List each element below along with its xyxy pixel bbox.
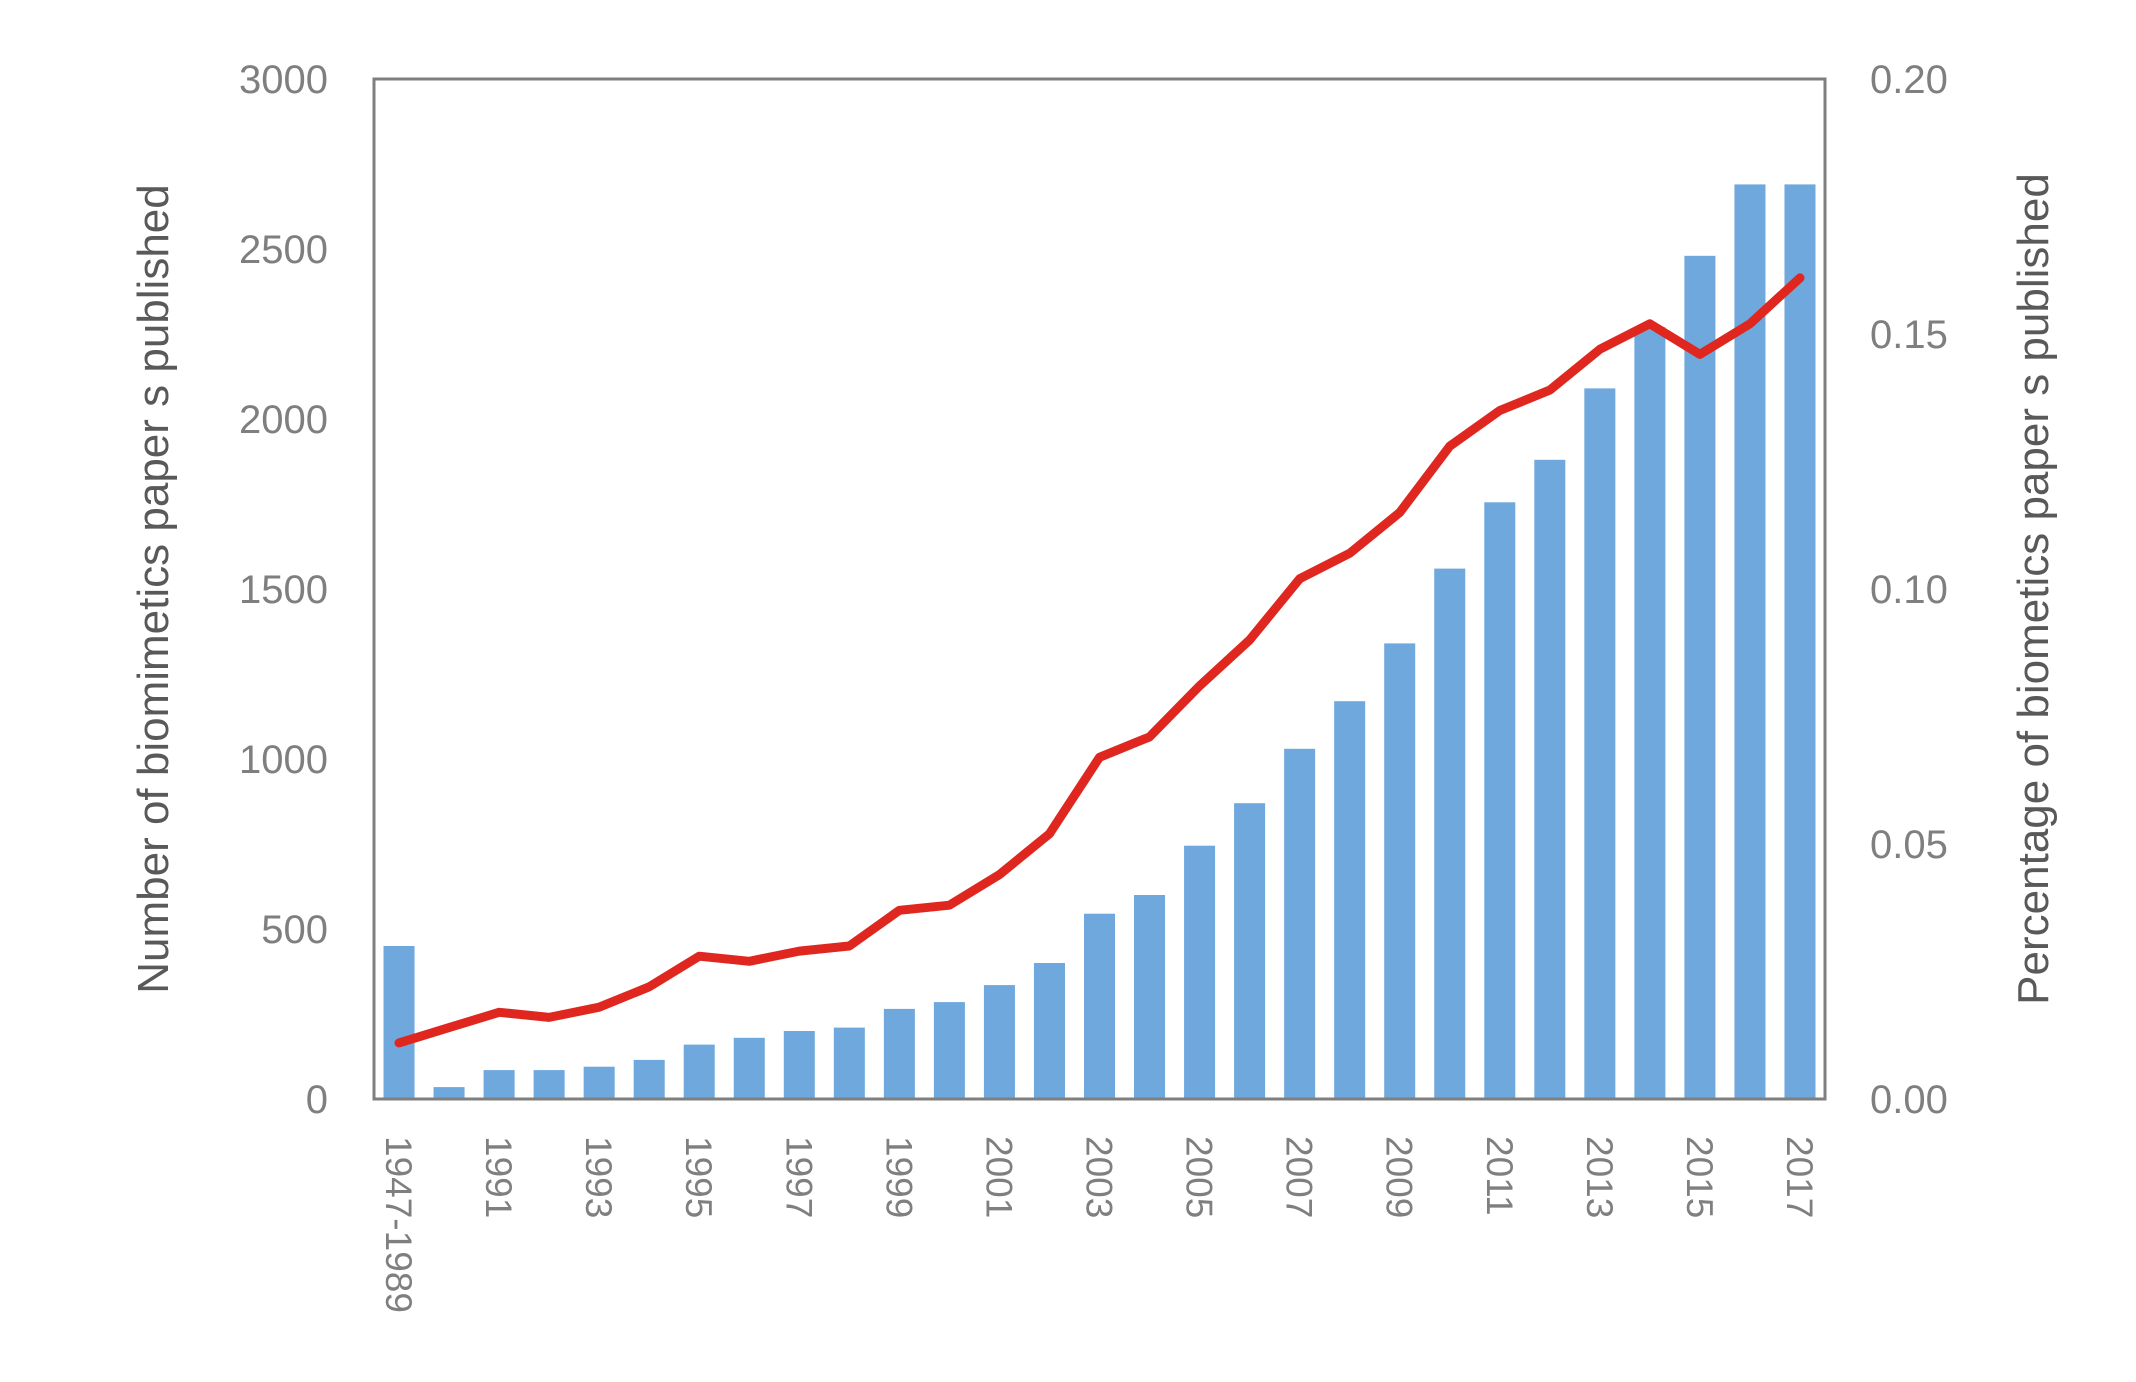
bar-1998 — [833, 1027, 865, 1099]
bar-2013 — [1584, 388, 1616, 1099]
bar-2007 — [1284, 748, 1316, 1099]
bar-1947-1989 — [383, 946, 415, 1099]
x-tick-label: 1999 — [878, 1136, 919, 1218]
bar-series — [383, 184, 1816, 1100]
bar-2005 — [1184, 845, 1216, 1099]
y2-tick-label: 0.00 — [1870, 1078, 1948, 1122]
bar-1994 — [633, 1059, 665, 1099]
bar-2011 — [1484, 502, 1516, 1099]
y-tick-label: 500 — [261, 908, 328, 952]
x-tick-label: 1995 — [678, 1136, 719, 1218]
x-tick-label: 2005 — [1179, 1136, 1220, 1218]
x-tick-label: 2001 — [978, 1136, 1019, 1218]
bar-2015 — [1684, 255, 1716, 1100]
bar-1999 — [883, 1008, 915, 1099]
x-tick-label: 1993 — [578, 1136, 619, 1218]
x-tick-label: 2009 — [1379, 1136, 1420, 1218]
bar-2016 — [1734, 184, 1766, 1099]
y2-tick-label: 0.10 — [1870, 568, 1948, 612]
y-tick-label: 0 — [306, 1078, 328, 1122]
y-tick-label: 2000 — [239, 398, 328, 442]
percentage-line — [394, 273, 1805, 1048]
x-tick-label: 1947-1989 — [378, 1136, 419, 1313]
y2-tick-label: 0.05 — [1870, 823, 1948, 867]
x-tick-label: 2013 — [1579, 1136, 1620, 1218]
bar-2006 — [1234, 803, 1266, 1099]
bar-2003 — [1083, 913, 1116, 1099]
left-axis-ticks: 0 500 1000 1500 2000 2500 3000 — [239, 58, 328, 1122]
bar-2012 — [1534, 459, 1566, 1099]
x-tick-label: 2011 — [1479, 1136, 1520, 1216]
bar-1996 — [733, 1037, 765, 1099]
bar-2010 — [1434, 568, 1466, 1099]
bar-1997 — [783, 1031, 815, 1099]
y2-tick-label: 0.20 — [1870, 58, 1948, 102]
bar-1990 — [433, 1087, 465, 1099]
bar-1993 — [583, 1066, 615, 1099]
bar-2001 — [983, 985, 1015, 1099]
right-axis-ticks: 0.00 0.05 0.10 0.15 0.20 — [1870, 58, 1948, 1122]
x-tick-label: 2007 — [1279, 1136, 1320, 1218]
bar-2017 — [1784, 184, 1816, 1099]
x-tick-label: 2003 — [1079, 1136, 1120, 1218]
y-tick-label: 3000 — [239, 58, 328, 102]
plot-frame — [372, 77, 1827, 1101]
bar-2014 — [1634, 327, 1666, 1099]
y-tick-label: 1000 — [239, 738, 328, 782]
category-axis-ticks: 1947-1989 1991 1993 1995 1997 1999 2001 2003 200… — [378, 1136, 1820, 1313]
bar-2008 — [1334, 701, 1366, 1099]
y-tick-label: 2500 — [239, 228, 328, 272]
x-tick-label: 2017 — [1779, 1136, 1820, 1218]
x-tick-label: 2015 — [1679, 1136, 1720, 1218]
right-axis-title: Percentage of biometics paper s publishe… — [2009, 173, 2058, 1005]
bar-1992 — [533, 1070, 565, 1099]
bar-2004 — [1134, 895, 1166, 1099]
left-axis-title: Number of biomimetics paper s published — [129, 184, 178, 994]
x-tick-label: 1991 — [478, 1136, 519, 1218]
y2-tick-label: 0.15 — [1870, 313, 1948, 357]
y-tick-label: 1500 — [239, 568, 328, 612]
x-tick-label: 1997 — [778, 1136, 819, 1218]
bar-2002 — [1033, 963, 1065, 1099]
bar-2000 — [933, 1002, 965, 1099]
bar-1995 — [683, 1044, 715, 1099]
bar-1991 — [483, 1070, 515, 1099]
bar-2009 — [1384, 643, 1416, 1099]
